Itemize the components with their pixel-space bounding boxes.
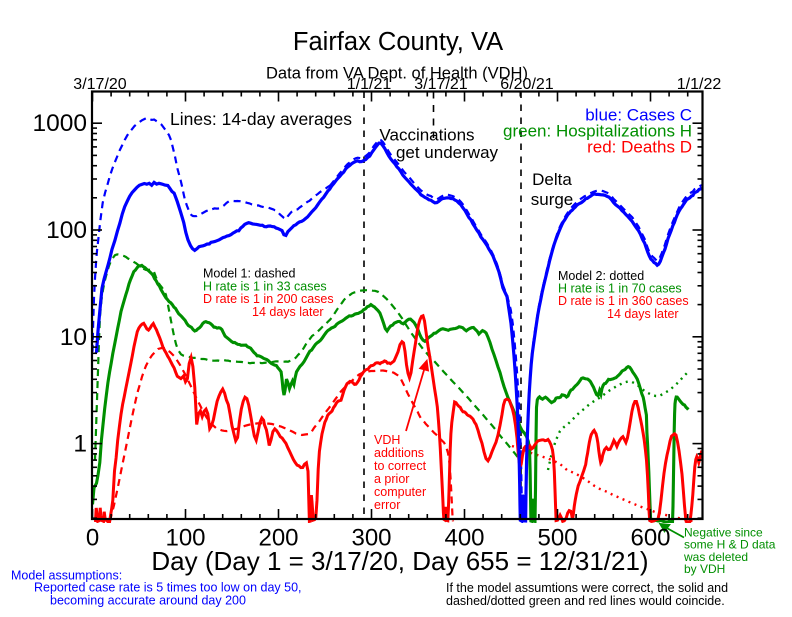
- svg-text:Data from VA Dept. of Health (: Data from VA Dept. of Health (VDH): [266, 65, 528, 83]
- svg-text:200: 200: [258, 525, 298, 552]
- svg-text:error: error: [374, 498, 400, 512]
- svg-text:600: 600: [630, 525, 670, 552]
- svg-text:D rate is 1 in 200 cases: D rate is 1 in 200 cases: [203, 292, 334, 306]
- svg-text:300: 300: [351, 525, 391, 552]
- svg-text:500: 500: [537, 525, 577, 552]
- svg-text:100: 100: [46, 217, 87, 244]
- svg-text:additions: additions: [374, 446, 424, 460]
- svg-text:Model assumptions:: Model assumptions:: [11, 569, 122, 583]
- svg-text:Fairfax County, VA: Fairfax County, VA: [293, 28, 503, 56]
- svg-text:14 days later: 14 days later: [252, 305, 324, 319]
- svg-text:was deleted: was deleted: [683, 550, 748, 564]
- svg-text:1: 1: [73, 431, 87, 458]
- svg-text:H rate is 1 in 70 cases: H rate is 1 in 70 cases: [558, 282, 682, 296]
- svg-text:D rate is 1 in 360 cases: D rate is 1 in 360 cases: [558, 294, 689, 308]
- svg-text:3/17/21: 3/17/21: [414, 76, 467, 93]
- svg-text:red: Deaths D: red: Deaths D: [587, 138, 692, 157]
- svg-text:1/1/22: 1/1/22: [677, 76, 722, 93]
- svg-text:10: 10: [60, 324, 87, 351]
- svg-text:get underway: get underway: [396, 143, 499, 162]
- svg-text:100: 100: [165, 525, 205, 552]
- svg-text:Model 2: dotted: Model 2: dotted: [558, 269, 644, 283]
- svg-text:Negative since: Negative since: [684, 526, 763, 540]
- svg-text:Vaccinations: Vaccinations: [379, 126, 474, 145]
- svg-text:a prior: a prior: [374, 472, 409, 486]
- svg-text:1000: 1000: [32, 110, 87, 137]
- svg-text:surge: surge: [531, 190, 574, 209]
- svg-text:VDH: VDH: [374, 433, 400, 447]
- svg-text:blue: Cases C: blue: Cases C: [585, 106, 692, 125]
- svg-text:Lines: 14-day averages: Lines: 14-day averages: [170, 109, 352, 129]
- svg-text:6/20/21: 6/20/21: [500, 76, 553, 93]
- svg-text:green: Hospitalizations H: green: Hospitalizations H: [503, 122, 692, 141]
- svg-text:Model 1: dashed: Model 1: dashed: [203, 267, 295, 281]
- svg-text:some H & D data: some H & D data: [684, 538, 776, 552]
- svg-text:Day (Day 1 = 3/17/20, Day 655: Day (Day 1 = 3/17/20, Day 655 = 12/31/21…: [151, 546, 648, 576]
- svg-text:14 days later: 14 days later: [607, 307, 679, 321]
- svg-text:H rate is 1 in 33 cases: H rate is 1 in 33 cases: [203, 279, 327, 293]
- svg-text:to correct: to correct: [374, 459, 427, 473]
- svg-text:1/1/21: 1/1/21: [347, 76, 392, 93]
- svg-text:400: 400: [444, 525, 484, 552]
- svg-text:computer: computer: [374, 485, 426, 499]
- svg-text:dashed/dotted green and red li: dashed/dotted green and red lines would …: [446, 594, 725, 608]
- svg-text:by VDH: by VDH: [684, 562, 725, 576]
- svg-text:If the model assumtions were c: If the model assumtions were correct, th…: [446, 581, 728, 595]
- svg-text:Delta: Delta: [532, 170, 572, 189]
- svg-text:becoming accurate around day 2: becoming accurate around day 200: [50, 594, 246, 608]
- svg-text:0: 0: [86, 525, 99, 552]
- svg-text:3/17/20: 3/17/20: [73, 76, 126, 93]
- svg-text:Reported case rate is 5 times: Reported case rate is 5 times too low on…: [34, 581, 302, 595]
